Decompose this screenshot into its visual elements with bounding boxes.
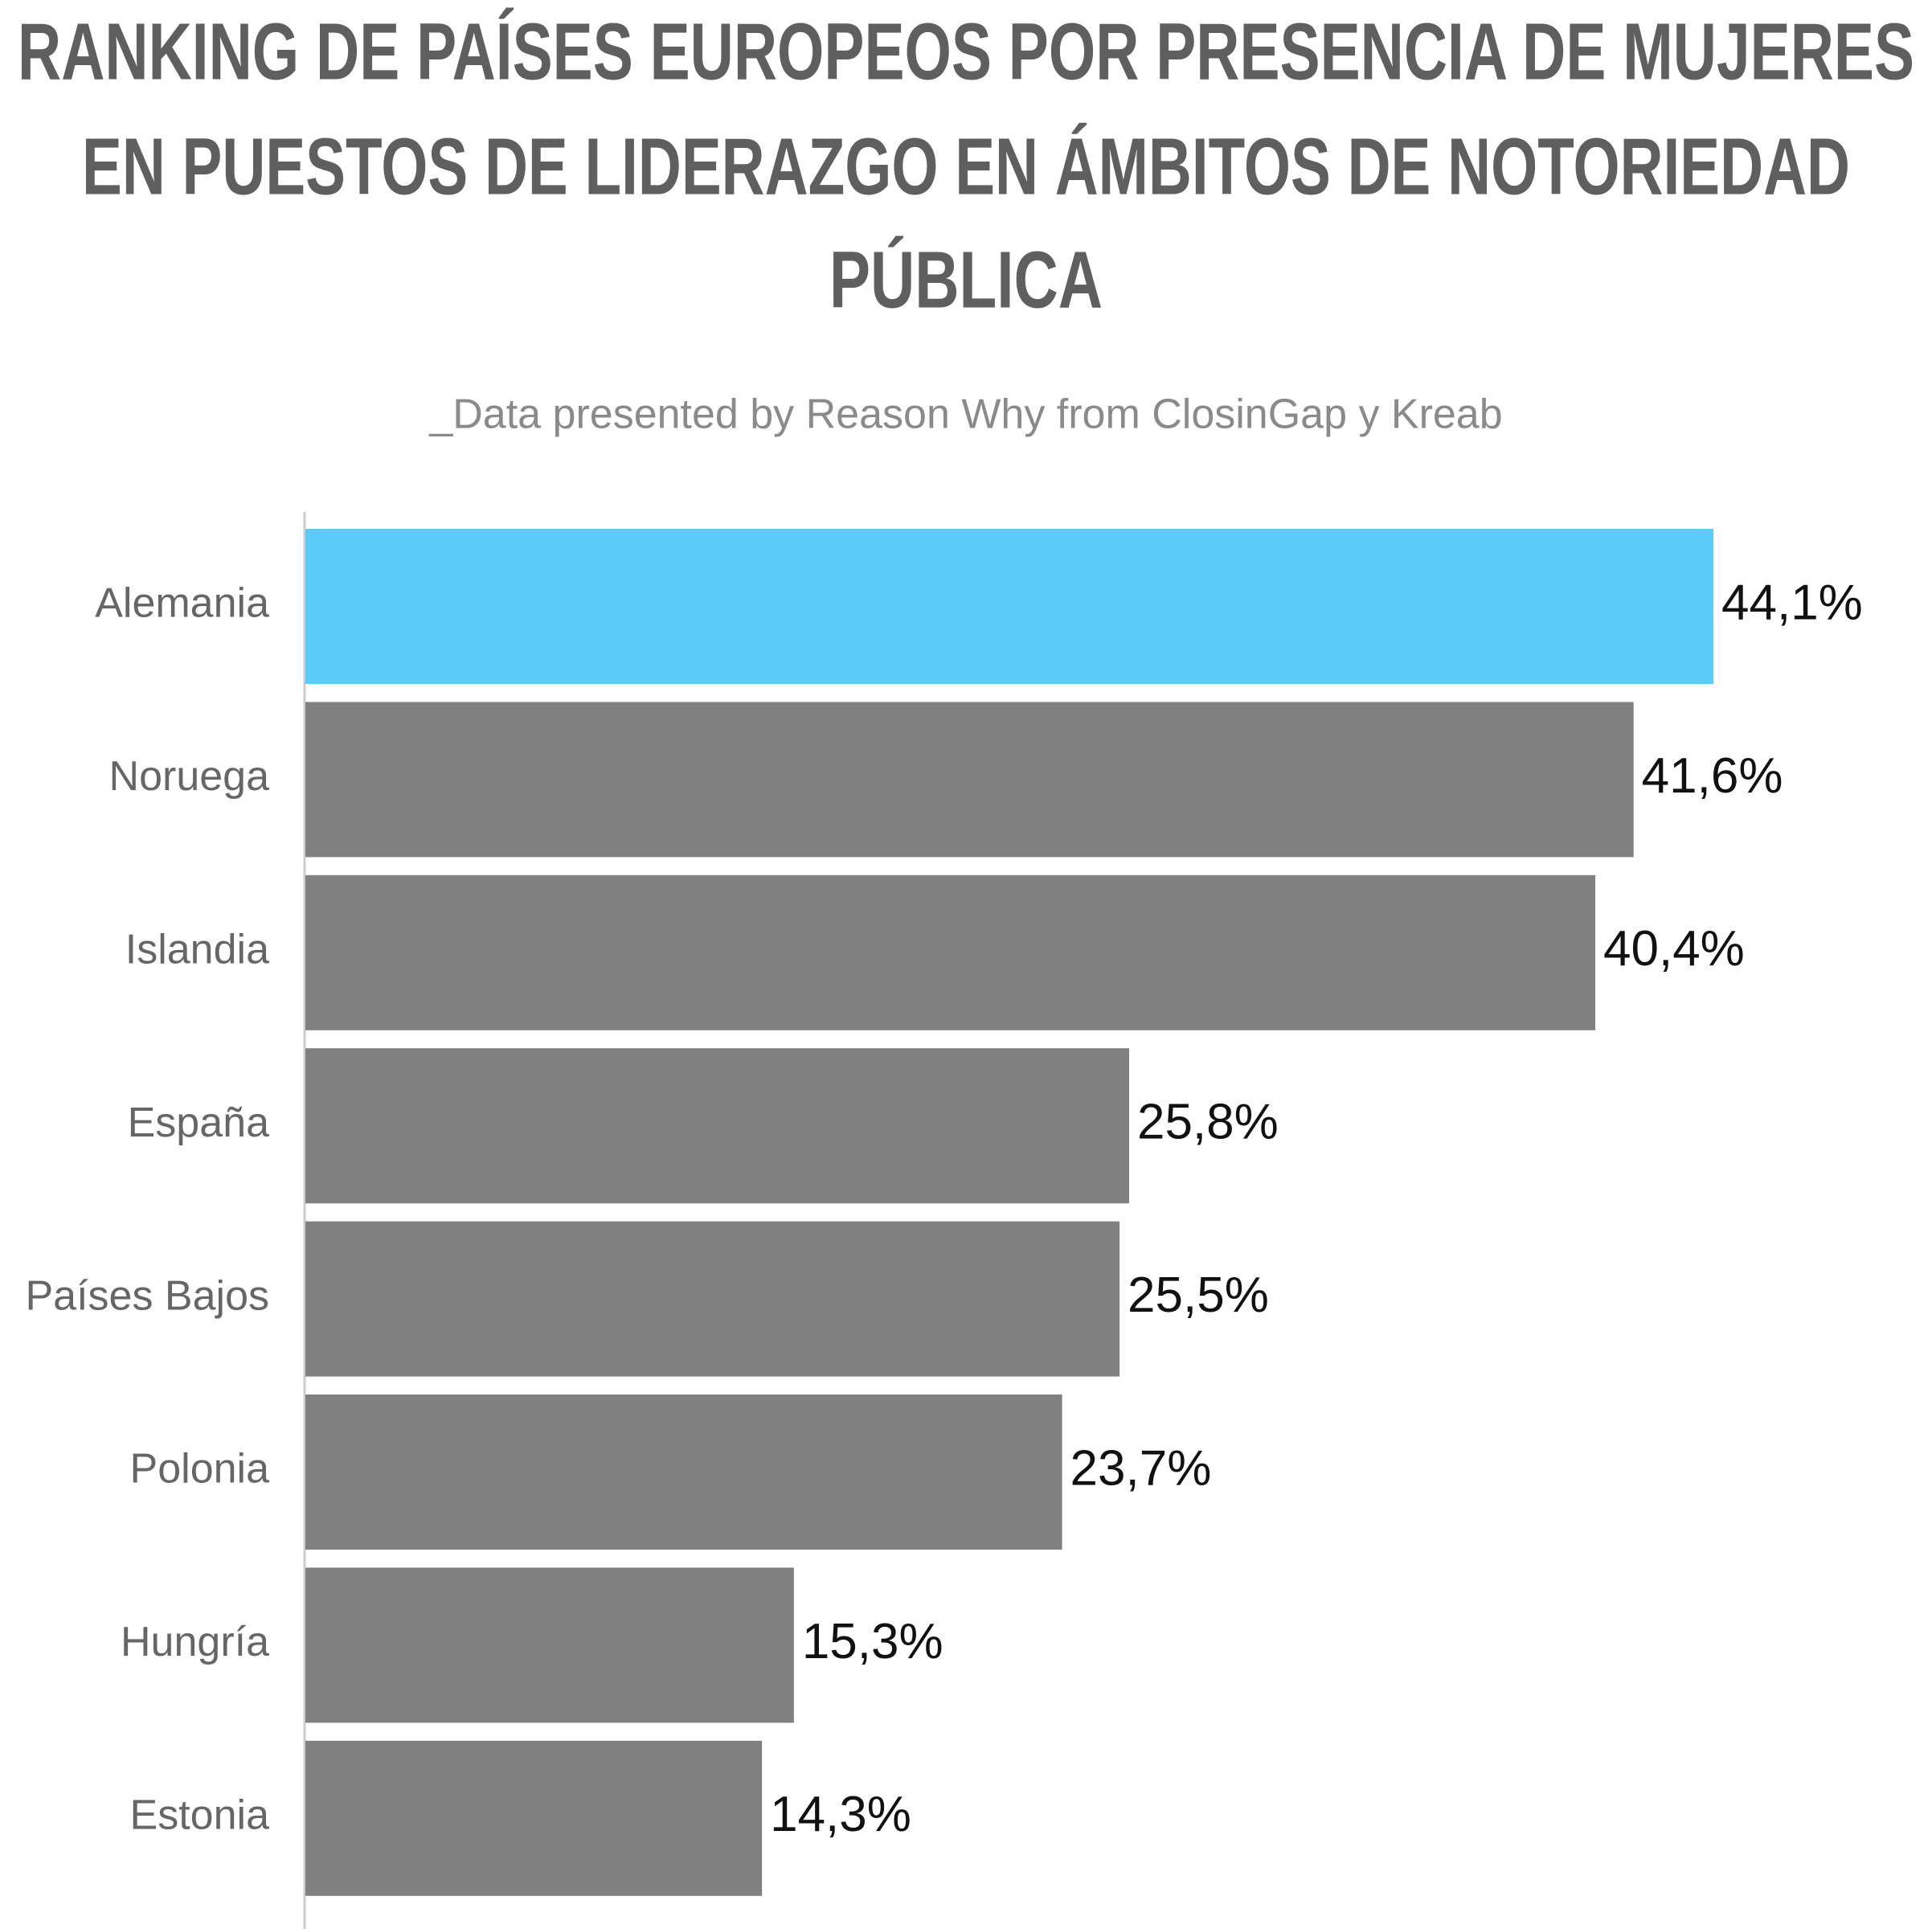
value-label: 41,6% [1642,748,1783,804]
bar [305,1221,1120,1377]
y-tick-label: Islandia [125,927,269,973]
bar [305,702,1634,858]
bar [305,874,1596,1030]
bar [305,1048,1129,1204]
y-tick-label: Estonia [130,1792,270,1839]
chart-title: EN PUESTOS DE LIDERAZGO EN ÁMBITOS DE NO… [82,121,1850,211]
bar [305,529,1713,684]
value-label: 23,7% [1070,1440,1212,1496]
chart-title: RANKING DE PAÍSES EUROPEOS POR PRESENCIA… [18,6,1914,96]
bar [305,1740,763,1896]
value-label: 14,3% [770,1787,911,1842]
value-label: 44,1% [1721,575,1863,630]
value-label: 25,8% [1137,1095,1279,1150]
bar [305,1567,794,1723]
bar [305,1395,1062,1550]
value-label: 25,5% [1128,1268,1269,1323]
chart-subtitle: _Data presented by Reason Why from Closi… [428,391,1502,438]
chart-title: PÚBLICA [829,235,1103,325]
y-tick-label: Noruega [109,753,270,800]
value-label: 15,3% [802,1614,943,1669]
value-label: 40,4% [1603,921,1745,977]
y-tick-label: Países Bajos [26,1272,270,1319]
y-tick-label: España [128,1100,269,1146]
y-tick-label: Polonia [130,1446,270,1493]
y-tick-label: Alemania [95,580,269,627]
y-tick-label: Hungría [121,1619,269,1665]
